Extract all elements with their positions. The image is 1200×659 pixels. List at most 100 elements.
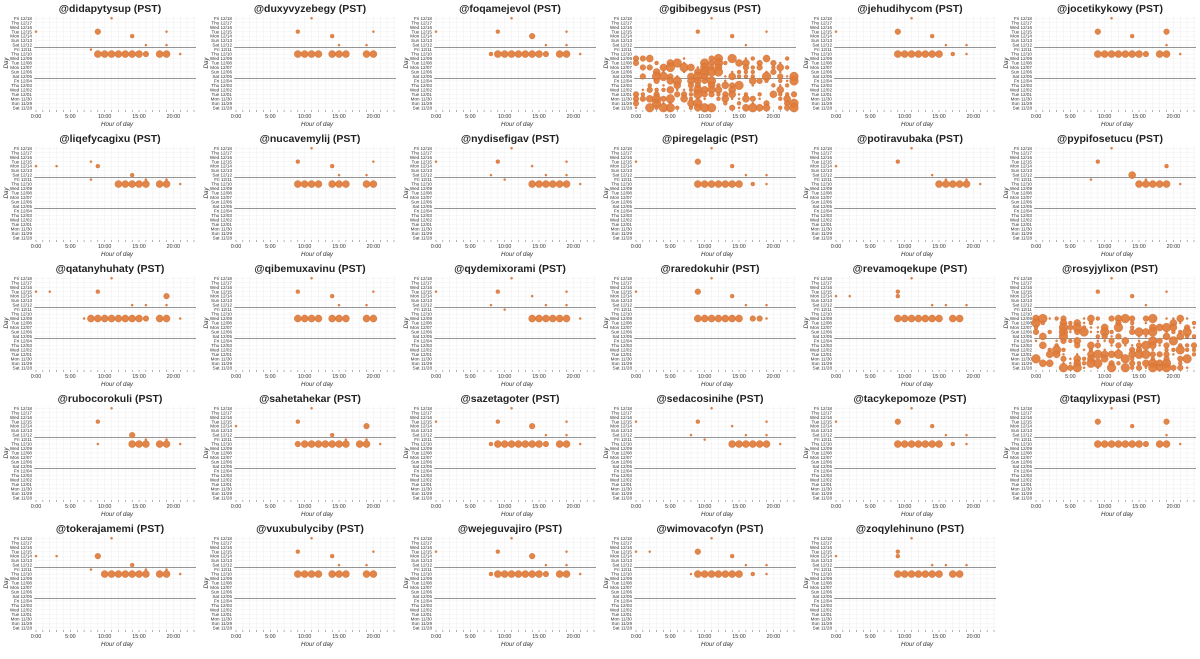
- y-tick-label: Thu 12/03: [811, 343, 832, 348]
- y-tick-label: Thu 12/10: [11, 312, 32, 317]
- data-point: [682, 88, 686, 92]
- data-point: [535, 440, 543, 448]
- data-point: [234, 424, 238, 428]
- y-tick-label: Sat 12/12: [412, 563, 432, 568]
- y-tick-label: Wed 12/16: [810, 285, 833, 290]
- data-point: [1045, 350, 1054, 359]
- data-point: [544, 43, 548, 47]
- data-point: [1148, 313, 1158, 324]
- y-tick-label: Fri 12/18: [814, 146, 833, 151]
- y-tick-label: Mon 12/07: [610, 195, 632, 200]
- y-tick-label: Sun 12/06: [811, 200, 832, 205]
- y-tick-label: Mon 12/14: [1010, 164, 1032, 169]
- data-point: [694, 158, 701, 165]
- data-point: [165, 43, 168, 47]
- data-point: [1068, 320, 1073, 326]
- data-point: [362, 50, 371, 58]
- data-point: [778, 92, 783, 97]
- data-point: [328, 50, 336, 58]
- y-tick-label: Mon 11/30: [411, 226, 433, 231]
- data-point: [743, 69, 749, 75]
- data-point: [730, 163, 735, 169]
- data-point: [749, 315, 756, 322]
- data-point: [914, 50, 923, 58]
- x-tick-label: 20:00: [567, 114, 581, 120]
- y-tick-label: Fri 12/04: [14, 469, 33, 474]
- y-tick-label: Sat 11/28: [13, 235, 33, 240]
- x-tick-label: 20:00: [767, 634, 781, 640]
- y-tick-label: Wed 12/02: [1010, 87, 1033, 92]
- y-axis-label: Day: [3, 577, 10, 589]
- y-tick-label: Thu 12/03: [11, 213, 32, 218]
- y-tick-label: Mon 11/30: [211, 96, 233, 101]
- y-tick-label: Wed 12/16: [1010, 285, 1033, 290]
- data-point: [494, 440, 502, 448]
- y-tick-label: Wed 12/16: [810, 545, 833, 550]
- y-tick-label: Tue 12/01: [11, 352, 32, 357]
- data-point: [742, 440, 750, 448]
- data-point: [1095, 159, 1100, 164]
- y-tick-label: Fri 12/11: [1014, 177, 1032, 182]
- data-point: [372, 160, 375, 163]
- y-tick-label: Sat 11/28: [13, 625, 33, 630]
- data-point: [716, 92, 721, 97]
- data-point: [314, 180, 323, 188]
- data-point: [555, 180, 564, 188]
- data-point: [744, 173, 748, 177]
- y-tick-label: Sun 12/06: [1011, 330, 1032, 335]
- data-point: [294, 570, 302, 578]
- data-point: [1039, 359, 1047, 368]
- data-point: [735, 440, 743, 448]
- x-axis-label: Hour of day: [301, 121, 334, 128]
- data-point: [434, 30, 438, 33]
- y-tick-label: Wed 12/16: [810, 415, 833, 420]
- data-point: [688, 87, 694, 93]
- y-axis-label: Day: [803, 577, 810, 589]
- data-point: [130, 303, 134, 307]
- data-point: [1113, 322, 1123, 333]
- x-tick-label: 5:00: [1065, 374, 1076, 380]
- data-point: [1058, 363, 1069, 373]
- data-point: [89, 48, 93, 51]
- data-point: [721, 81, 730, 90]
- data-point: [565, 290, 568, 293]
- y-tick-label: Tue 12/08: [211, 581, 232, 586]
- y-tick-label: Tue 12/01: [411, 352, 432, 357]
- y-tick-label: Tue 12/15: [611, 29, 632, 34]
- x-tick-label: 0:00: [231, 244, 242, 250]
- y-tick-label: Sun 12/06: [11, 460, 32, 465]
- data-point: [907, 570, 916, 578]
- y-tick-label: Tue 12/08: [411, 321, 432, 326]
- y-tick-label: Fri 12/18: [414, 16, 433, 21]
- y-tick-label: Fri 12/18: [814, 536, 833, 541]
- y-tick-label: Fri 12/18: [814, 406, 833, 411]
- y-tick-label: Sun 12/13: [1011, 298, 1032, 303]
- y-tick-label: Thu 12/10: [811, 312, 832, 317]
- y-tick-label: Wed 12/02: [10, 87, 33, 92]
- y-tick-label: Wed 12/02: [1010, 477, 1033, 482]
- data-point: [736, 69, 742, 75]
- data-point: [743, 74, 749, 79]
- y-tick-label: Mon 12/14: [410, 164, 432, 169]
- data-point: [790, 91, 798, 98]
- y-tick-label: Mon 11/30: [11, 486, 33, 491]
- x-tick-label: 10:00: [498, 244, 512, 250]
- y-tick-label: Sun 12/06: [11, 200, 32, 205]
- data-point: [639, 55, 646, 62]
- y-tick-label: Tue 12/01: [611, 222, 632, 227]
- y-tick-label: Sat 12/05: [212, 594, 232, 599]
- data-point: [654, 105, 659, 110]
- y-tick-label: Sat 11/28: [413, 105, 433, 110]
- data-point: [294, 180, 302, 188]
- y-tick-label: Tue 12/01: [211, 222, 232, 227]
- data-point: [1074, 328, 1081, 336]
- x-axis-label: Hour of day: [101, 511, 134, 518]
- x-axis-label: Hour of day: [301, 641, 334, 648]
- y-tick-label: Wed 12/09: [810, 56, 833, 61]
- data-point: [1068, 338, 1073, 344]
- data-point: [742, 95, 750, 103]
- y-tick-label: Mon 12/07: [410, 65, 432, 70]
- y-tick-label: Mon 11/30: [211, 226, 233, 231]
